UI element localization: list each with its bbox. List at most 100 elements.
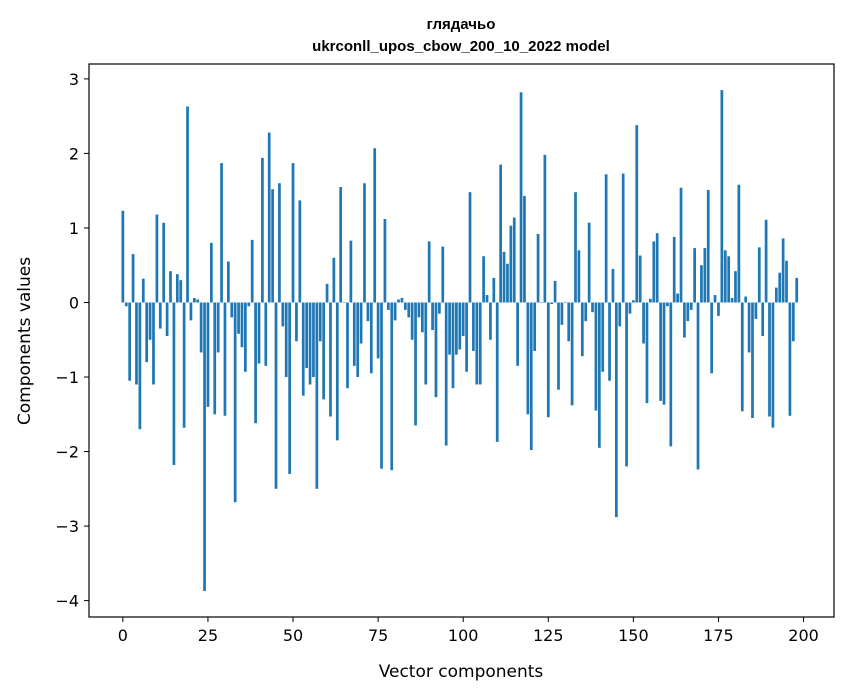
bar: [141, 278, 145, 303]
bar: [747, 302, 751, 353]
bar: [693, 248, 696, 303]
bar: [288, 302, 291, 474]
bar: [611, 268, 615, 303]
bar: [574, 192, 577, 303]
bar: [233, 302, 237, 503]
bar: [791, 302, 795, 342]
bar: [482, 256, 485, 303]
bar: [502, 251, 506, 303]
bar: [492, 277, 496, 303]
bar: [774, 287, 778, 303]
bar: [475, 302, 479, 385]
y-tick-label: 2: [69, 144, 79, 163]
bar: [431, 302, 434, 331]
bar: [318, 302, 322, 342]
bar: [352, 302, 356, 366]
x-tick-label: 200: [788, 626, 819, 645]
y-tick-label: −3: [55, 517, 79, 536]
bar: [461, 302, 465, 337]
bar: [761, 302, 765, 337]
bar: [768, 302, 771, 417]
plot-frame: [88, 63, 835, 618]
bar: [240, 302, 244, 348]
bar: [427, 241, 431, 303]
bar: [216, 302, 220, 353]
bar: [438, 302, 441, 314]
bar: [261, 157, 264, 303]
bar: [291, 163, 295, 303]
bar: [135, 302, 138, 385]
bar: [577, 250, 581, 303]
bar: [220, 163, 223, 303]
bar: [390, 302, 394, 471]
bar: [281, 302, 285, 327]
bar: [421, 302, 424, 333]
bar: [594, 302, 598, 411]
bar: [434, 302, 438, 398]
bar: [237, 302, 240, 334]
bar: [754, 302, 758, 319]
bar: [468, 192, 472, 303]
bar: [186, 106, 189, 303]
bar: [417, 302, 421, 318]
y-axis-label: Components values: [15, 257, 35, 425]
bar: [250, 239, 254, 303]
bar: [192, 298, 196, 303]
bar: [506, 263, 509, 303]
bar: [196, 299, 200, 303]
bar: [734, 271, 737, 303]
bar: [655, 233, 659, 303]
bar: [329, 302, 332, 417]
x-tick-label: 175: [703, 626, 734, 645]
bar: [271, 189, 274, 303]
y-axis: −4 −3 −2 −1 0 1 2 3: [55, 70, 89, 611]
bar: [472, 302, 475, 351]
bar-series: [121, 90, 799, 591]
bar: [512, 217, 516, 303]
bar: [298, 200, 302, 303]
bar: [182, 302, 186, 428]
x-axis-label: Vector components: [379, 662, 544, 682]
bar: [781, 238, 785, 303]
chart-subtitle: ukrconll_upos_cbow_200_10_2022 model: [312, 38, 610, 55]
bar: [162, 222, 166, 303]
bar: [444, 302, 448, 446]
x-tick-label: 0: [118, 626, 128, 645]
bar: [737, 184, 741, 303]
bar: [169, 271, 172, 303]
bar: [322, 302, 326, 400]
bar: [727, 256, 731, 303]
bar: [689, 302, 693, 310]
bar: [652, 241, 656, 303]
bar: [312, 302, 315, 378]
bar: [706, 189, 710, 303]
bar: [152, 302, 155, 385]
x-tick-label: 50: [283, 626, 303, 645]
bar: [335, 302, 339, 441]
bar: [560, 302, 564, 325]
y-tick-label: −4: [55, 592, 79, 611]
bar: [148, 302, 152, 340]
bar: [751, 302, 754, 419]
y-tick-label: 3: [69, 70, 79, 89]
x-tick-label: 100: [448, 626, 479, 645]
bar: [359, 302, 363, 344]
bar: [386, 302, 390, 310]
bar: [771, 302, 775, 428]
bar: [128, 302, 132, 381]
bar: [666, 302, 669, 307]
bar: [448, 302, 451, 355]
bar: [478, 302, 482, 385]
bar: [366, 302, 370, 322]
bar: [175, 274, 179, 303]
bar: [672, 236, 676, 303]
bar: [376, 302, 380, 359]
bar: [305, 302, 308, 369]
bar: [713, 295, 717, 303]
bar: [550, 302, 554, 304]
bar: [710, 302, 714, 374]
bar: [764, 219, 768, 303]
bar: [206, 302, 210, 407]
bar: [495, 302, 499, 442]
bar: [700, 265, 703, 303]
